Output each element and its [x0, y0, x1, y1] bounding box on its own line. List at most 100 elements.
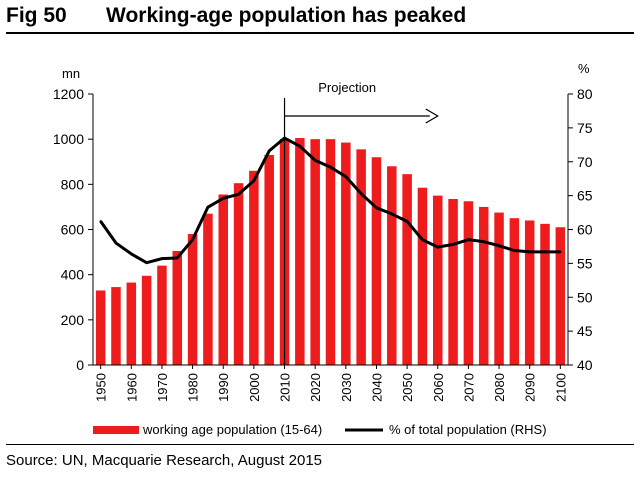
- bar-2095: [540, 223, 550, 365]
- line-point-2000: [252, 179, 256, 182]
- x-tick-label: 1960: [124, 373, 139, 402]
- bar-1990: [218, 194, 228, 365]
- bar-1960: [126, 282, 137, 365]
- line-point-1995: [237, 193, 240, 196]
- left-tick-label: 0: [76, 357, 84, 373]
- x-tick-label: 2060: [431, 373, 446, 402]
- x-tick-label: 2050: [400, 373, 415, 402]
- line-point-1970: [160, 257, 164, 260]
- line-point-1955: [114, 241, 118, 245]
- x-tick-label: 2080: [492, 373, 507, 402]
- figure-header: Fig 50 Working-age population has peaked: [6, 2, 634, 34]
- bar-1965: [141, 275, 152, 365]
- bar-2050: [402, 174, 412, 365]
- x-tick-label: 2040: [369, 373, 384, 402]
- left-tick-label: 800: [61, 176, 85, 192]
- bar-1985: [203, 213, 213, 365]
- x-tick-label: 1990: [216, 373, 231, 402]
- figure-number: Fig 50: [6, 4, 67, 27]
- bar-2040: [371, 157, 382, 365]
- figure-title: Working-age population has peaked: [106, 4, 467, 27]
- bar-1975: [172, 250, 183, 365]
- line-point-2030: [344, 175, 348, 178]
- left-tick-label: 1000: [53, 131, 84, 147]
- left-tick-label: 600: [61, 222, 85, 238]
- right-tick-label: 55: [577, 255, 593, 271]
- line-point-1960: [130, 252, 133, 256]
- right-tick-label: 60: [577, 222, 593, 238]
- line-point-2015: [298, 144, 302, 148]
- bar-2005: [264, 154, 274, 365]
- line-point-2065: [451, 243, 455, 246]
- legend-bar-label: working age population (15-64): [142, 422, 322, 437]
- line-point-2095: [543, 250, 547, 254]
- bar-2065: [448, 199, 458, 365]
- x-tick-label: 1980: [186, 373, 201, 402]
- bar-1995: [233, 183, 244, 365]
- line-point-2090: [528, 250, 531, 254]
- right-tick-label: 80: [577, 86, 593, 102]
- legend-line-label: % of total population (RHS): [389, 422, 547, 437]
- bar-2045: [387, 166, 397, 365]
- left-tick-label: 400: [61, 267, 85, 283]
- right-tick-label: 65: [577, 188, 593, 204]
- left-tick-label: 200: [61, 312, 85, 328]
- x-tick-label: 1950: [94, 373, 109, 402]
- line-point-1985: [206, 205, 210, 209]
- x-tick-label: 2020: [308, 373, 323, 402]
- x-tick-label: 1970: [155, 373, 170, 402]
- x-tick-label: 2030: [339, 373, 354, 402]
- line-point-1990: [222, 197, 225, 200]
- line-point-2020: [313, 159, 317, 162]
- bar-2035: [356, 149, 366, 365]
- bar-2080: [494, 212, 504, 365]
- x-tick-label: 2100: [553, 373, 568, 402]
- x-tick-label: 2090: [523, 373, 538, 402]
- line-point-2100: [559, 250, 562, 254]
- bar-1950: [95, 290, 106, 365]
- line-point-2035: [359, 192, 363, 195]
- line-point-1965: [145, 261, 148, 264]
- bar-1955: [111, 287, 121, 365]
- line-point-1980: [191, 238, 194, 241]
- projection-label: Projection: [318, 80, 376, 95]
- bar-2075: [478, 206, 489, 365]
- line-point-2040: [375, 206, 378, 210]
- right-tick-label: 40: [577, 357, 593, 373]
- bar-2025: [325, 139, 336, 365]
- line-point-2070: [467, 238, 470, 241]
- bar-2070: [463, 201, 474, 365]
- bar-2015: [295, 138, 305, 365]
- line-point-2050: [405, 220, 409, 223]
- right-axis-unit: %: [578, 61, 590, 76]
- line-point-1950: [99, 220, 102, 223]
- left-axis-unit: mn: [62, 66, 80, 81]
- bar-2030: [341, 142, 351, 365]
- bar-2100: [555, 227, 566, 365]
- projection-arrow-head: [425, 108, 439, 124]
- bar-2090: [524, 220, 535, 365]
- chart: mn % 0 200 400 600 800 1000 1200 40 45 50 55 60 65 70…: [53, 61, 593, 437]
- line-point-2025: [329, 165, 332, 169]
- x-tick-label: 2070: [461, 373, 476, 402]
- bar-2000: [249, 170, 259, 365]
- left-tick-label: 1200: [53, 86, 84, 102]
- right-tick-label: 75: [577, 120, 593, 136]
- bar-2060: [433, 195, 443, 365]
- right-tick-label: 50: [577, 289, 593, 305]
- source-note: Source: UN, Macquarie Research, August 2…: [6, 452, 323, 469]
- bar-2085: [509, 218, 520, 365]
- right-tick-label: 70: [577, 154, 593, 170]
- x-tick-label: 2000: [247, 373, 262, 402]
- bar-1970: [157, 265, 167, 365]
- line-point-2005: [268, 149, 271, 153]
- x-tick-label: 2010: [278, 373, 293, 402]
- line-point-2085: [513, 249, 516, 252]
- right-tick-label: 45: [577, 323, 593, 339]
- line-point-2075: [482, 240, 485, 243]
- bar-2055: [417, 187, 428, 365]
- line-point-2080: [497, 244, 501, 247]
- bar-1980: [187, 234, 198, 365]
- legend-bar-swatch: [93, 426, 139, 434]
- line-point-1975: [176, 256, 179, 260]
